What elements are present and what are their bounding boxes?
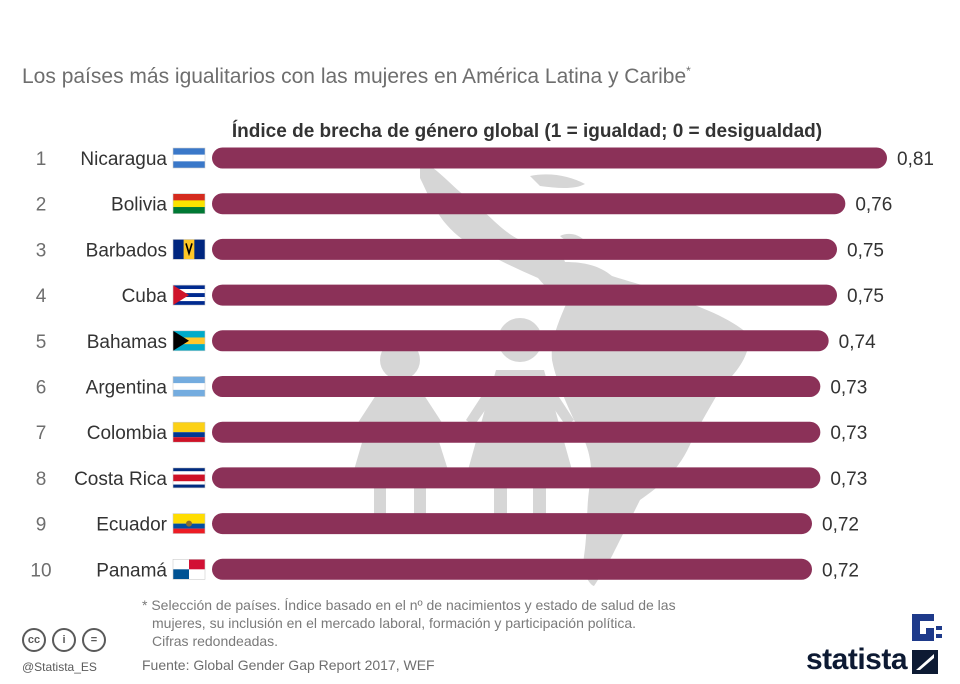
footnote-line: mujeres, su inclusión en el mercado labo…: [152, 615, 637, 631]
value-label: 0,73: [830, 469, 867, 490]
creative-commons-icon[interactable]: cc: [22, 628, 46, 652]
bar[interactable]: [212, 330, 829, 352]
category-label: Costa Rica: [74, 469, 167, 490]
bar[interactable]: [212, 376, 821, 397]
bar-chart: Índice de brecha de género global (1 = i…: [30, 120, 934, 581]
license-icons: cc i =: [22, 628, 106, 652]
twitter-handle[interactable]: @Statista_ES: [22, 660, 97, 674]
title-asterisk: *: [686, 64, 691, 78]
category-label: Bahamas: [87, 332, 167, 353]
category-label: Barbados: [86, 240, 167, 261]
statista-logo-text[interactable]: statista: [806, 643, 908, 676]
value-label: 0,72: [822, 515, 859, 536]
value-label: 0,75: [847, 240, 884, 261]
footnote: * Selección de países. Índice basado en …: [142, 596, 802, 650]
footnote-line: Cifras redondeadas.: [152, 633, 279, 649]
category-label: Panamá: [96, 560, 167, 581]
rank-label: 9: [36, 515, 47, 536]
category-label: Argentina: [86, 378, 168, 399]
value-label: 0,73: [830, 423, 867, 444]
value-label: 0,75: [847, 286, 884, 307]
colombia-flag-icon: [172, 421, 206, 443]
panama-flag-icon: [172, 558, 206, 580]
category-label: Bolivia: [111, 195, 167, 216]
rank-label: 8: [36, 469, 47, 490]
value-label: 0,76: [855, 195, 892, 216]
bar[interactable]: [212, 147, 887, 169]
rank-label: 3: [36, 240, 47, 261]
rank-label: 1: [36, 149, 47, 170]
rank-label: 2: [36, 195, 47, 216]
category-label: Ecuador: [96, 515, 167, 536]
category-label: Nicaragua: [80, 149, 167, 170]
rank-label: 5: [36, 332, 47, 353]
rank-label: 10: [30, 560, 51, 581]
bolivia-flag-icon: [172, 193, 206, 214]
bar[interactable]: [212, 558, 812, 580]
value-label: 0,81: [897, 149, 934, 170]
bar[interactable]: [212, 467, 821, 489]
category-label: Colombia: [87, 423, 168, 444]
bahamas-flag-icon: [172, 330, 206, 352]
rank-label: 7: [36, 423, 47, 444]
bar[interactable]: [212, 238, 837, 260]
ecuador-flag-icon: [172, 513, 206, 534]
rank-label: 4: [36, 286, 47, 307]
value-label: 0,74: [839, 332, 876, 353]
argentina-flag-icon: [172, 376, 206, 397]
category-label: Cuba: [122, 286, 168, 307]
cuba-flag-icon: [172, 284, 206, 306]
chart-title: Los países más igualitarios con las muje…: [22, 64, 691, 88]
statista-logo-icon: [912, 614, 942, 674]
bar[interactable]: [212, 513, 812, 535]
nicaragua-flag-icon: [172, 147, 206, 169]
bar[interactable]: [212, 284, 837, 306]
footnote-line: * Selección de países. Índice basado en …: [142, 597, 676, 613]
attribution-icon[interactable]: i: [52, 628, 76, 652]
chart-subtitle: Índice de brecha de género global (1 = i…: [232, 120, 822, 142]
source-note: Fuente: Global Gender Gap Report 2017, W…: [142, 657, 435, 673]
barbados-flag-icon: [172, 239, 206, 260]
costa-rica-flag-icon: [172, 467, 206, 489]
no-derivatives-icon[interactable]: =: [82, 628, 106, 652]
bar[interactable]: [212, 421, 821, 443]
value-label: 0,73: [830, 378, 867, 399]
value-label: 0,72: [822, 560, 859, 581]
rank-label: 6: [36, 378, 47, 399]
bar[interactable]: [212, 193, 846, 215]
